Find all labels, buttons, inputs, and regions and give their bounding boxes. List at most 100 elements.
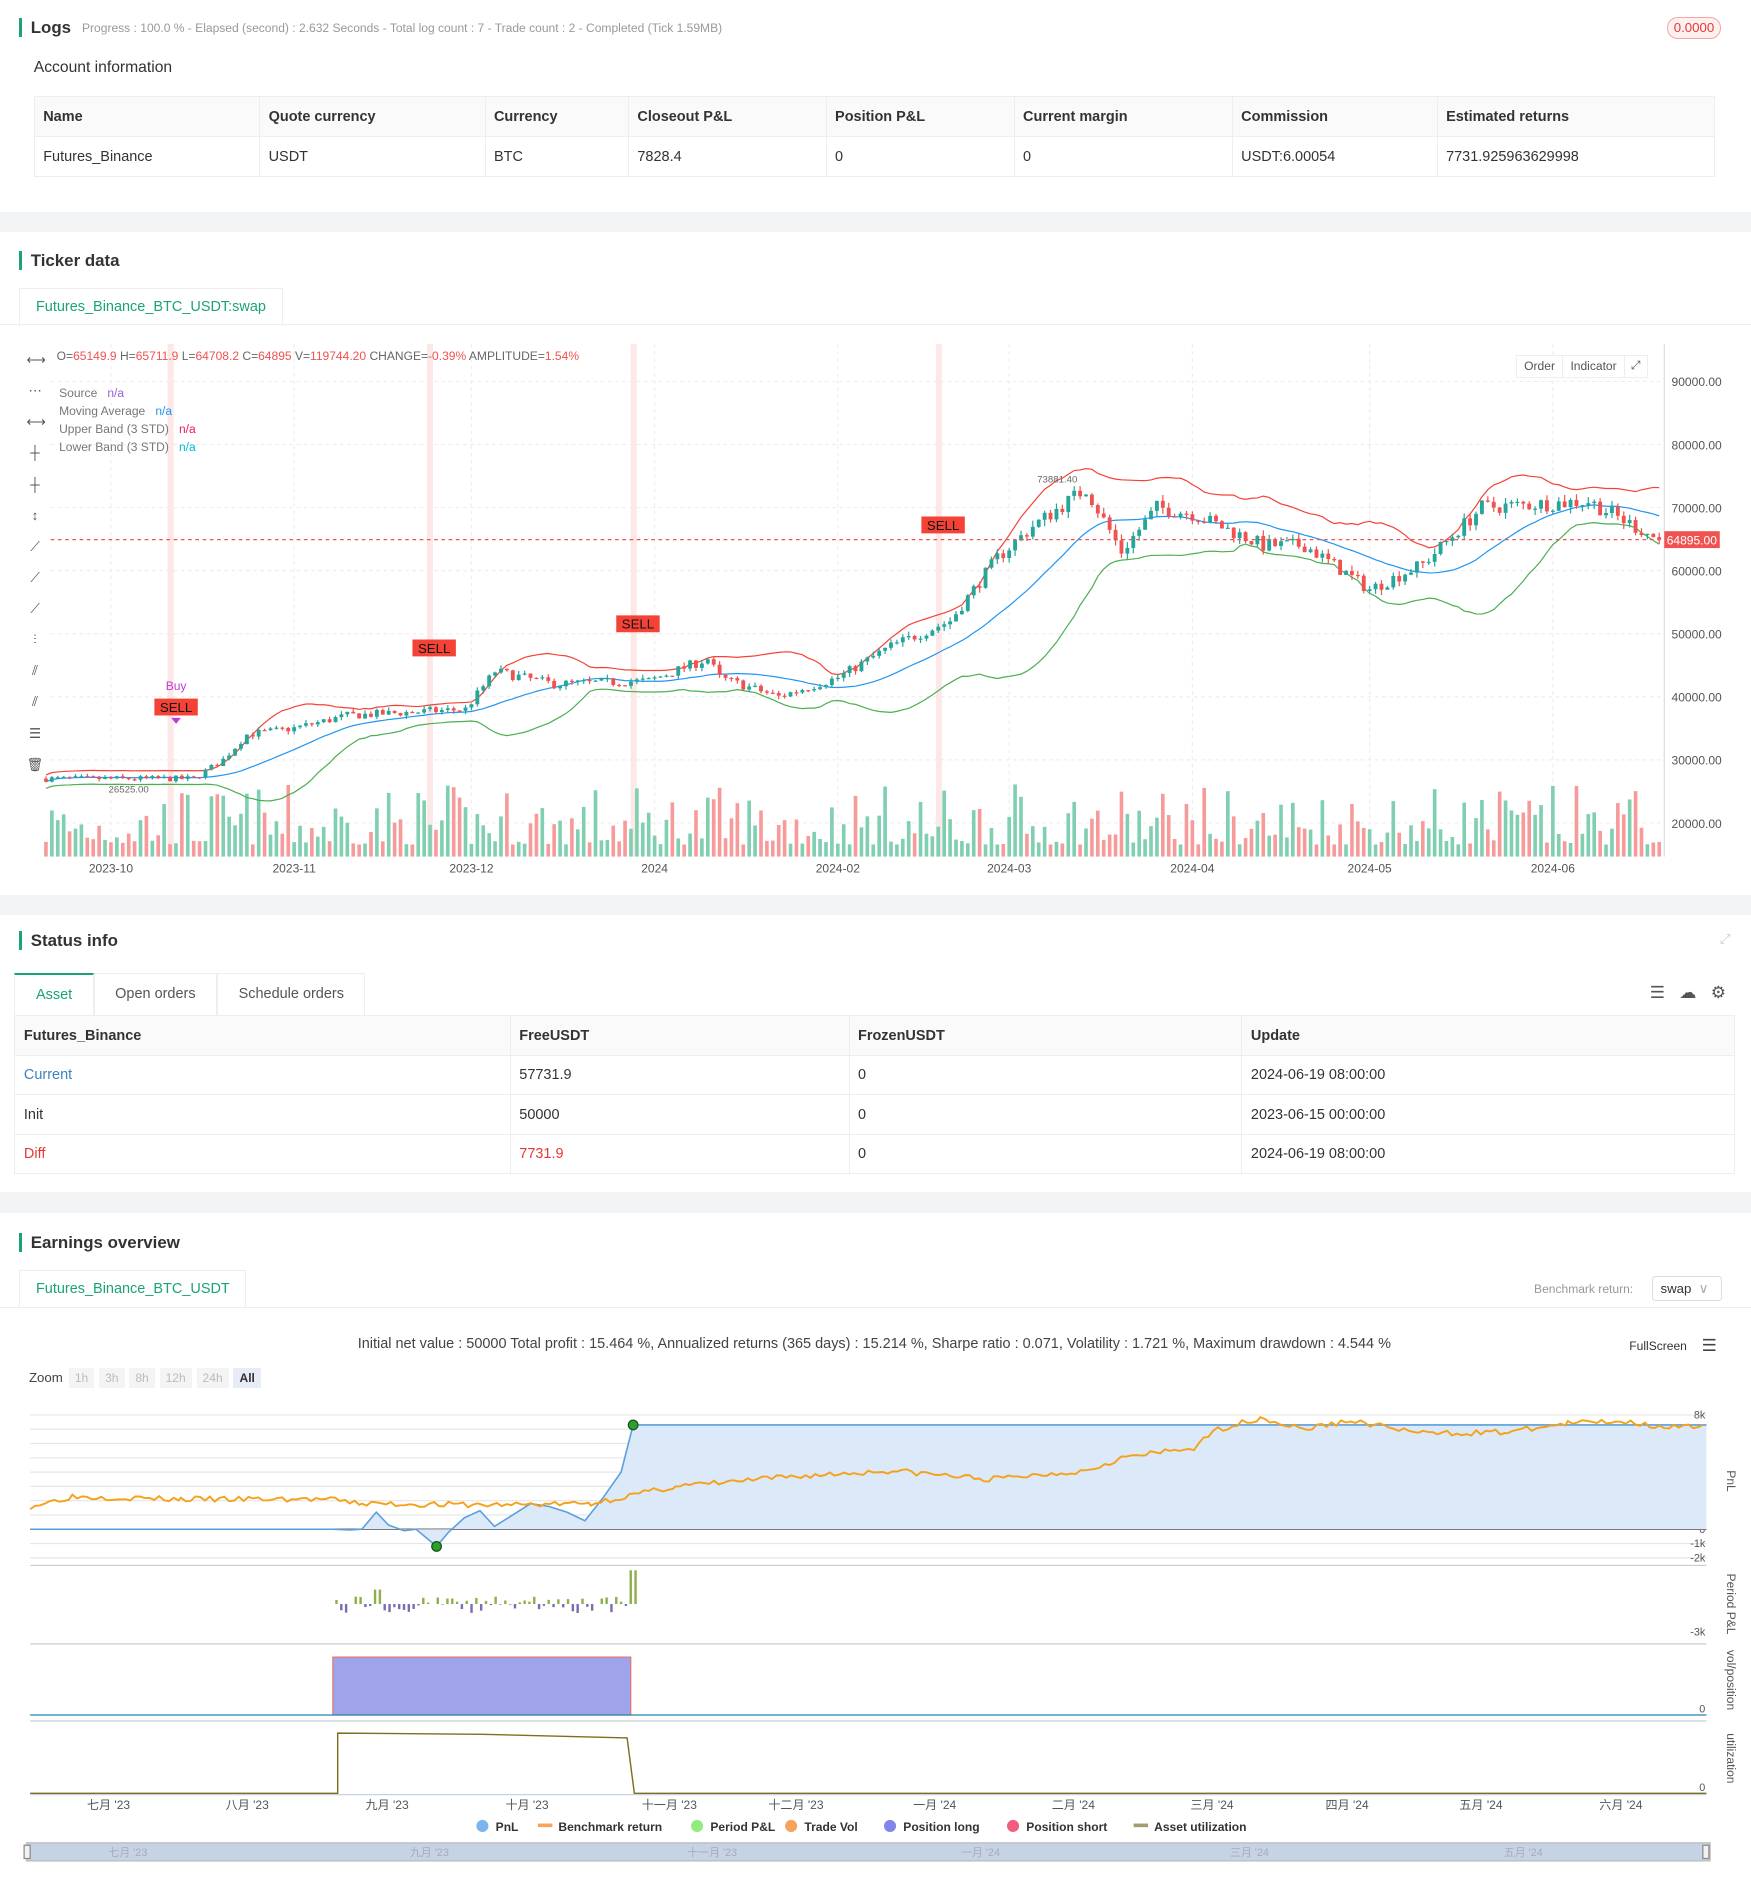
drawing-tool-icon[interactable]: ⟷ xyxy=(26,414,46,430)
drawing-tool-icon[interactable]: ┼ xyxy=(30,445,40,461)
volume-bar xyxy=(1036,842,1041,857)
volume-bar xyxy=(1125,813,1130,857)
logs-title: Logs xyxy=(19,18,71,38)
volume-bar xyxy=(1480,799,1484,857)
drawing-tool-icon[interactable]: ⟋ xyxy=(30,601,40,617)
volume-bar xyxy=(1314,844,1319,857)
zoom-3h[interactable]: 3h xyxy=(99,1367,125,1389)
volume-bar xyxy=(1261,812,1266,857)
candle-body xyxy=(1598,501,1603,515)
volume-bar xyxy=(215,793,220,857)
candle-body xyxy=(634,679,639,682)
candle-body xyxy=(912,635,917,640)
candlestick-chart[interactable]: 90000.00 80000.00 70000.00 60000.00 50000.00… xyxy=(0,338,1751,887)
candle-body xyxy=(1019,534,1023,540)
volume-bar xyxy=(1054,841,1059,857)
legend-value: n/a xyxy=(178,439,196,454)
table-cell[interactable]: Current xyxy=(14,1055,511,1096)
legend-item[interactable]: Position short xyxy=(1007,1820,1107,1834)
volume-bar xyxy=(623,820,627,857)
drawing-tool-icon[interactable]: 🗑 xyxy=(26,756,44,772)
zoom-12h[interactable]: 12h xyxy=(159,1367,192,1389)
candle-body xyxy=(877,650,882,656)
volume-bar xyxy=(617,841,621,857)
candle-body xyxy=(552,680,557,688)
drawing-tool-icon[interactable]: ↕ xyxy=(31,507,39,523)
drawing-tool-icon[interactable]: ⟋ xyxy=(30,538,40,554)
candle-body xyxy=(44,778,48,782)
zoom-1h[interactable]: 1h xyxy=(68,1367,95,1389)
y-tick-label: 70000.00 xyxy=(1672,501,1723,515)
candle-body xyxy=(1462,517,1467,536)
candle-body xyxy=(640,678,645,680)
volume-bar xyxy=(61,813,66,857)
drawing-tool-icon[interactable]: ⫶ xyxy=(33,632,37,648)
benchmark-select[interactable]: swap ∨ xyxy=(1652,1275,1723,1302)
x-tick-label: 2024 xyxy=(641,861,668,875)
menu-icon[interactable]: ☰ xyxy=(1701,1336,1717,1356)
candle-body xyxy=(599,677,604,681)
legend-item[interactable]: Benchmark return xyxy=(537,1820,662,1834)
tab-ticker[interactable]: Futures_Binance_BTC_USDT:swap xyxy=(19,288,283,326)
period-pnl-bar xyxy=(417,1603,420,1606)
volume-bar xyxy=(1616,802,1620,857)
tab-open-orders[interactable]: Open orders xyxy=(93,973,218,1017)
legend-item[interactable]: Position long xyxy=(883,1820,980,1834)
candle-body xyxy=(995,552,1000,559)
candle-body xyxy=(1314,549,1319,558)
candle-body xyxy=(1178,513,1183,517)
period-pnl-bar xyxy=(475,1597,478,1604)
candle-body xyxy=(1255,535,1260,544)
volume-bar xyxy=(1373,844,1378,857)
legend-item[interactable]: Trade Vol xyxy=(785,1820,858,1834)
tab-earnings[interactable]: Futures_Binance_BTC_USDT xyxy=(19,1269,247,1309)
period-pnl-bar xyxy=(557,1599,560,1604)
drawing-tool-icon[interactable]: ☰ xyxy=(29,725,41,741)
zoom-All[interactable]: All xyxy=(233,1367,261,1389)
table-cell: 0 xyxy=(1013,136,1233,178)
gear-icon[interactable]: ⚙ xyxy=(1710,982,1726,1002)
legend-item[interactable]: PnL xyxy=(476,1820,518,1834)
expand-icon[interactable]: ⤢ xyxy=(1719,931,1731,947)
candle-body xyxy=(321,718,326,722)
upper-band-line xyxy=(45,467,1660,776)
indicator-button[interactable]: Indicator xyxy=(1563,355,1625,377)
volume-bar xyxy=(1025,833,1029,857)
tab-schedule-orders[interactable]: Schedule orders xyxy=(217,973,366,1017)
period-pnl-bar xyxy=(470,1603,473,1613)
candle-body xyxy=(1373,583,1378,589)
drawing-tool-icon[interactable]: ┼ xyxy=(30,476,40,492)
zoom-8h[interactable]: 8h xyxy=(129,1367,155,1389)
candle-body xyxy=(611,677,616,685)
drawing-tool-icon[interactable]: ⫽ xyxy=(32,663,38,679)
volume-bar xyxy=(1645,843,1650,857)
x-tick-label: 2024-06 xyxy=(1531,861,1576,875)
volume-bar xyxy=(1161,793,1165,857)
order-button[interactable]: Order xyxy=(1517,355,1564,377)
legend-item[interactable]: Asset utilization xyxy=(1133,1820,1247,1834)
candle-body xyxy=(948,621,953,624)
candle-body xyxy=(564,680,568,686)
period-pnl-bar xyxy=(393,1603,396,1608)
zoom-24h[interactable]: 24h xyxy=(196,1367,229,1389)
volume-bar xyxy=(877,815,881,857)
drawing-tool-icon[interactable]: ⫽ xyxy=(32,694,38,710)
drawing-tool-icon[interactable]: ⋯ xyxy=(28,383,42,399)
tab-asset[interactable]: Asset xyxy=(14,973,94,1017)
candle-body xyxy=(1143,518,1148,530)
candle-body xyxy=(1604,512,1608,515)
drawing-tool-icon[interactable]: ⟋ xyxy=(30,569,40,585)
period-pnl-bar xyxy=(412,1603,415,1609)
cloud-upload-icon[interactable]: ☁ xyxy=(1679,982,1697,1002)
candle-body xyxy=(1302,546,1307,552)
fullscreen-button[interactable]: FullScreen xyxy=(1629,1338,1687,1353)
x-tick-label: 九月 '23 xyxy=(366,1798,409,1812)
candle-body xyxy=(1196,520,1201,522)
legend-item[interactable]: Period P&L xyxy=(691,1820,775,1834)
candle-body xyxy=(569,680,574,682)
fullscreen-icon[interactable]: ⤢ xyxy=(1630,357,1641,372)
volume-bar xyxy=(469,843,474,857)
drawing-tool-icon[interactable]: ⟷ xyxy=(26,352,46,368)
list-icon[interactable]: ☰ xyxy=(1649,982,1665,1002)
